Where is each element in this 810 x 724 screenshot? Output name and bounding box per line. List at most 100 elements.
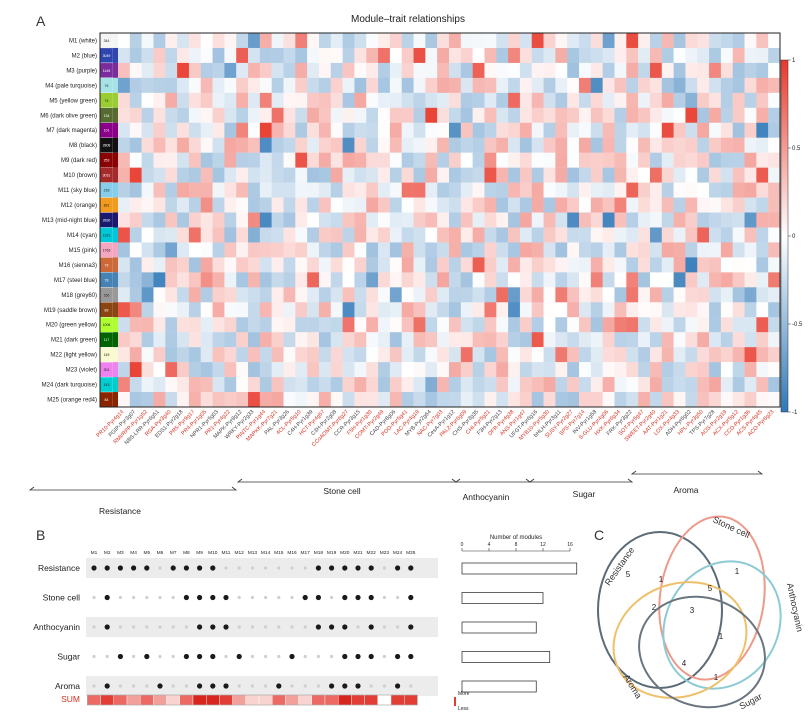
heatmap-cell: [224, 347, 237, 363]
heatmap-cell: [401, 257, 414, 273]
heatmap-cell: [720, 272, 733, 288]
heatmap-cell: [661, 272, 674, 288]
heatmap-cell: [129, 362, 142, 378]
heatmap-cell: [212, 272, 225, 288]
heatmap-cell: [460, 62, 473, 79]
module-color-swatch: [113, 272, 118, 288]
heatmap-cell: [673, 197, 686, 213]
membership-dot: [132, 684, 136, 688]
heatmap-cell: [224, 137, 237, 153]
heatmap-cell: [673, 272, 686, 288]
heatmap-cell: [437, 197, 450, 213]
module-color-swatch: [113, 182, 118, 198]
module-label: M8 (black): [69, 143, 97, 149]
heatmap-cell: [555, 47, 568, 64]
heatmap-cell: [141, 347, 154, 363]
heatmap-cell: [543, 302, 556, 318]
heatmap-cell: [413, 347, 426, 363]
heatmap-cell: [449, 107, 462, 123]
heatmap-cell: [756, 287, 769, 303]
heatmap-cell: [318, 107, 331, 123]
heatmap-cell: [425, 257, 438, 273]
heatmap-cell: [188, 302, 201, 318]
heatmap-cell: [177, 302, 190, 318]
heatmap-cell: [248, 197, 261, 213]
venn-set-label: Anthocyanin: [785, 582, 805, 633]
heatmap-cell: [567, 227, 580, 243]
heatmap-cell: [153, 137, 166, 153]
heatmap-cell: [354, 167, 367, 183]
heatmap-cell: [732, 47, 745, 64]
module-size-value: 2830: [103, 219, 111, 223]
heatmap-cell: [460, 317, 473, 333]
heatmap-cell: [543, 347, 556, 363]
heatmap-cell: [153, 362, 166, 378]
heatmap-cell: [224, 167, 237, 183]
module-size-value: 253: [104, 159, 110, 163]
heatmap-cell: [165, 137, 178, 153]
heatmap-cell: [519, 332, 532, 348]
heatmap-cell: [484, 137, 497, 153]
heatmap-cell: [307, 302, 320, 318]
heatmap-cell: [188, 242, 201, 258]
heatmap-cell: [141, 47, 154, 64]
heatmap-cell: [472, 257, 485, 273]
heatmap-cell: [720, 77, 733, 94]
heatmap-cell: [295, 77, 308, 94]
membership-dot: [223, 594, 229, 601]
heatmap-cell: [496, 302, 509, 318]
heatmap-cell: [200, 167, 213, 183]
heatmap-cell: [295, 287, 308, 303]
sum-cell: [351, 694, 365, 706]
heatmap-cell: [685, 122, 698, 138]
heatmap-cell: [531, 77, 544, 94]
heatmap-cell: [295, 47, 308, 64]
heatmap-cell: [236, 197, 249, 213]
heatmap-cell: [389, 302, 402, 318]
heatmap-cell: [118, 77, 131, 94]
heatmap-cell: [673, 332, 686, 348]
heatmap-cell: [212, 392, 225, 408]
heatmap-cell: [212, 137, 225, 153]
heatmap-cell: [720, 47, 733, 64]
bar-axis-tick: 8: [515, 542, 518, 548]
heatmap-cell: [756, 182, 769, 198]
sum-cell: [404, 694, 418, 706]
heatmap-cell: [318, 152, 331, 168]
heatmap-cell: [200, 257, 213, 273]
heatmap-cell: [401, 302, 414, 318]
heatmap-cell: [200, 302, 213, 318]
heatmap-cell: [449, 317, 462, 333]
heatmap-cell: [460, 392, 473, 408]
membership-dot: [315, 594, 321, 601]
sum-cell: [377, 694, 392, 706]
heatmap-cell: [318, 182, 331, 198]
heatmap-cell: [413, 167, 426, 183]
heatmap-cell: [744, 257, 757, 273]
heatmap-cell: [354, 137, 367, 153]
heatmap-cell: [342, 302, 355, 318]
heatmap-cell: [437, 272, 450, 288]
module-color-swatch: [113, 227, 118, 243]
heatmap-cell: [318, 272, 331, 288]
heatmap-cell: [224, 62, 237, 79]
heatmap-cell: [177, 227, 190, 243]
heatmap-cell: [401, 392, 414, 408]
module-size-value: 301: [104, 368, 110, 372]
sum-cell: [139, 694, 154, 706]
heatmap-cell: [756, 377, 769, 393]
heatmap-cell: [768, 347, 781, 363]
heatmap-cell: [200, 122, 213, 138]
heatmap-cell: [259, 197, 272, 213]
heatmap-cell: [366, 392, 379, 408]
heatmap-cell: [401, 377, 414, 393]
heatmap-cell: [188, 62, 201, 79]
heatmap-cell: [673, 167, 686, 183]
heatmap-cell: [437, 212, 450, 228]
module-label: M24 (dark turquoise): [42, 383, 97, 389]
heatmap-cell: [378, 33, 391, 49]
module-size-value: 101: [104, 129, 110, 133]
heatmap-cell: [437, 62, 450, 79]
heatmap-cell: [248, 377, 261, 393]
heatmap-cell: [519, 122, 532, 138]
